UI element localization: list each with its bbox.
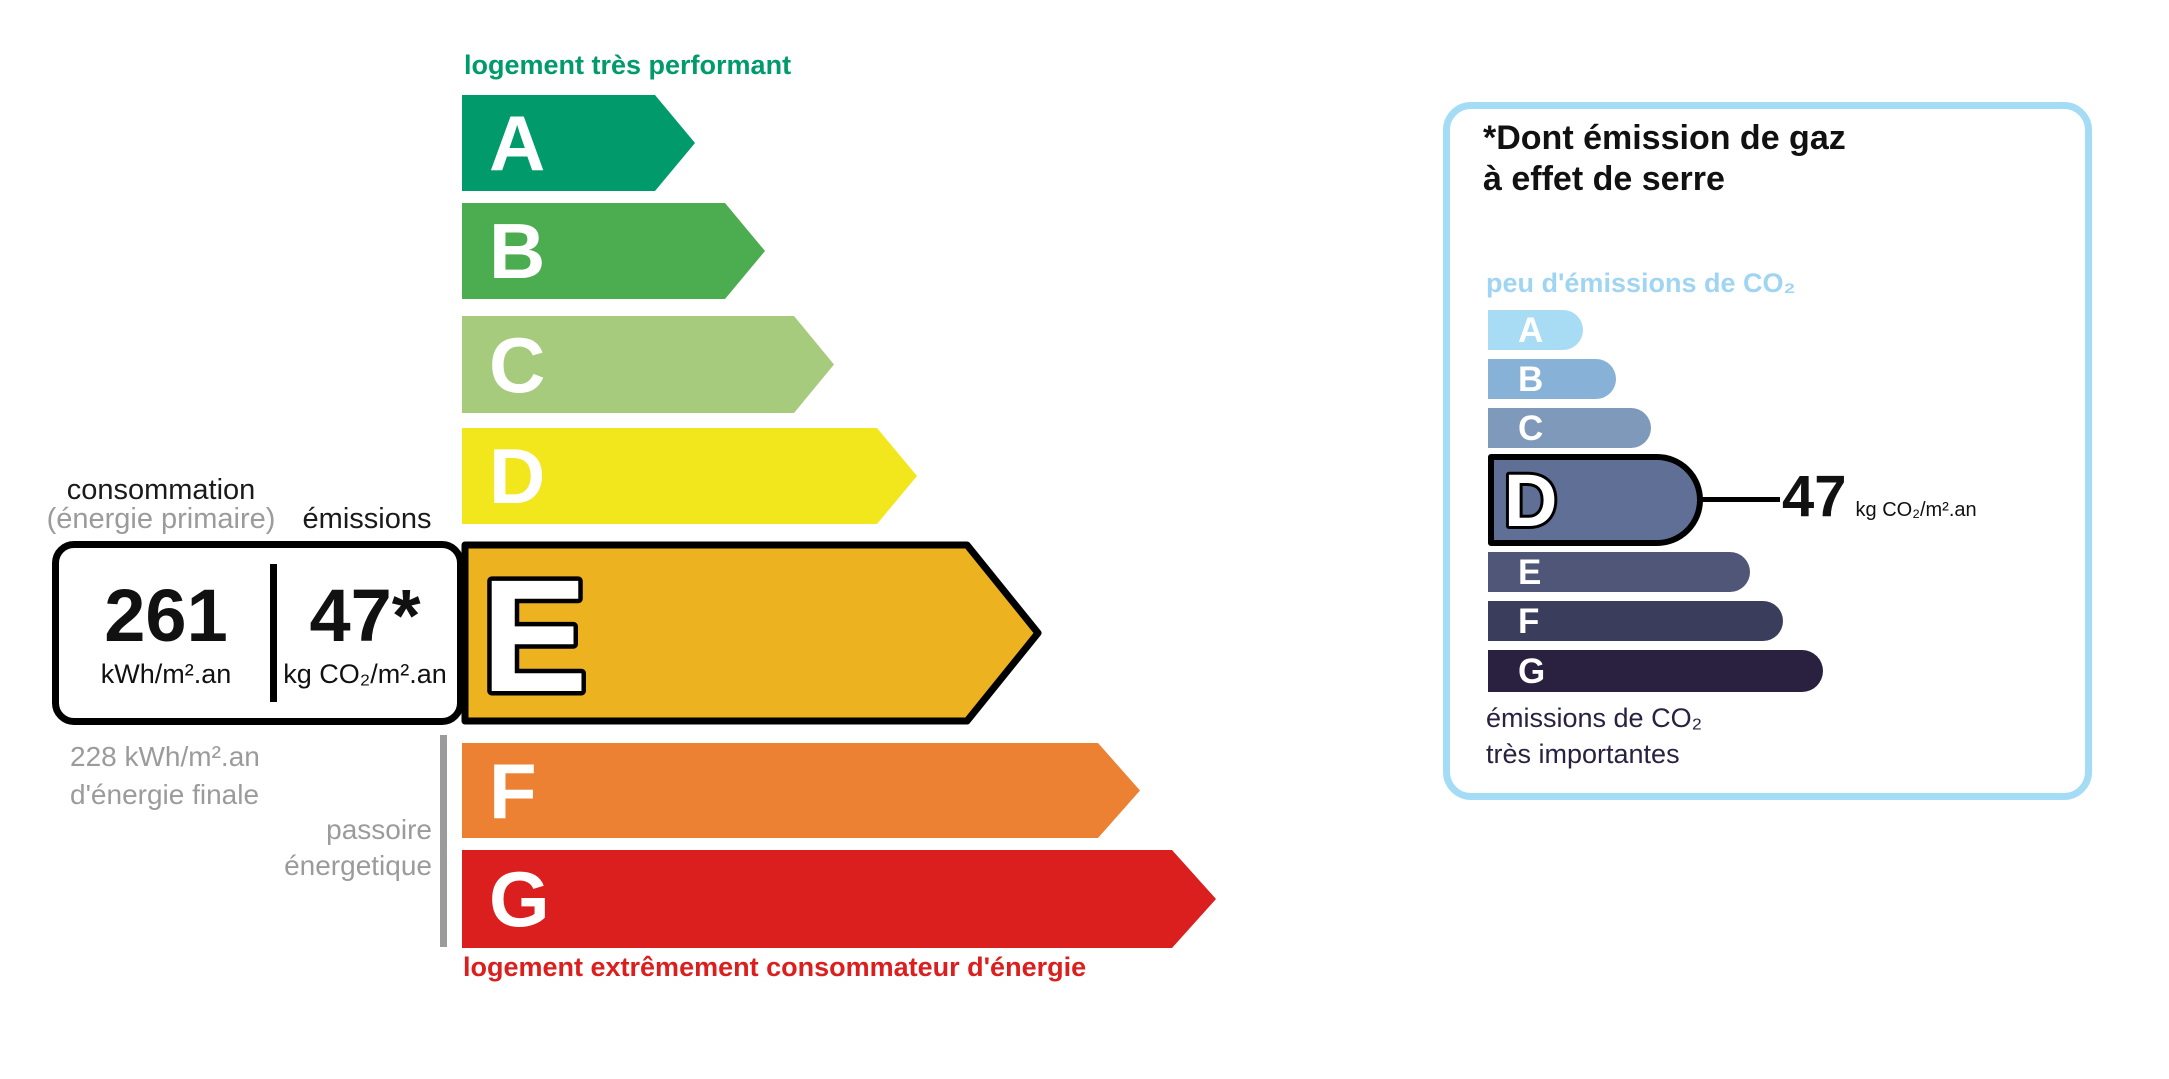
box-divider [270,564,277,702]
co2-grade-e-bar: E [1488,552,1750,592]
energy-grade-e-letter: E [481,546,588,725]
energy-sieve-note: passoire énergetique [180,812,432,885]
energy-grade-c-arrow: C [462,316,834,413]
co2-value-connector-line [1700,497,1780,502]
final-energy-line1: 228 kWh/m².an [70,741,260,772]
co2-high-emissions-line2: très importantes [1486,739,1680,770]
co2-grade-f-letter: F [1518,601,1540,641]
energy-grade-b-letter: B [489,207,546,295]
consumption-label: consommation [66,474,256,506]
final-energy-note: 228 kWh/m².an d'énergie finale [70,738,260,814]
co2-grade-a-letter: A [1518,310,1544,350]
co2-grade-d-bar-current: D [1488,454,1703,546]
co2-panel-title: *Dont émission de gaz à effet de serre [1483,118,1846,200]
co2-high-emissions-line1: émissions de CO₂ [1486,703,1703,733]
co2-grade-b-letter: B [1518,359,1544,399]
energy-grade-f-arrow: F [462,743,1140,838]
bottom-worst-label: logement extrêmement consommateur d'éner… [463,952,1087,982]
rating-value-box: 261 kWh/m².an 47* kg CO₂/m².an [52,541,464,725]
energy-grade-g-arrow: G [462,850,1216,948]
energy-sieve-line1: passoire [326,814,432,845]
energy-sieve-line2: énergetique [284,850,432,882]
energy-grade-d-letter: D [489,432,546,520]
top-performance-label: logement très performant [464,50,792,80]
co2-value: 47 [1782,464,1847,529]
co2-panel [1443,102,2092,800]
co2-grade-g-letter: G [1518,651,1546,691]
co2-high-emissions-label: émissions de CO₂ très importantes [1486,700,1702,773]
co2-grade-c-bar: C [1488,408,1651,448]
co2-grade-c-letter: C [1518,408,1544,448]
energy-grade-a-letter: A [489,99,546,187]
co2-value-unit: kg CO₂/m².an [1855,499,1977,521]
emissions-value: 47* [309,573,421,657]
consumption-cell: 261 kWh/m².an [59,548,273,718]
emissions-unit: kg CO₂/m².an [283,658,447,689]
co2-grade-a-bar: A [1488,310,1583,350]
co2-panel-title-line2: à effet de serre [1483,159,1725,198]
energy-grade-d-arrow: D [462,428,917,524]
co2-grade-g-bar: G [1488,650,1823,692]
co2-grade-f-bar: F [1488,601,1783,641]
primary-energy-sublabel: (énergie primaire) [46,503,276,535]
energy-grade-f-letter: F [489,746,537,835]
consumption-value: 261 [104,573,228,657]
co2-grade-e-letter: E [1518,552,1542,592]
co2-grade-b-bar: B [1488,359,1616,399]
co2-value-row: 47 kg CO₂/m².an [1782,468,1977,526]
energy-grade-g-letter: G [489,855,550,943]
emissions-label: émissions [302,503,432,535]
energy-sieve-rule [440,735,447,947]
co2-low-emissions-label: peu d'émissions de CO₂ [1486,268,1796,298]
co2-panel-title-line1: *Dont émission de gaz [1483,119,1846,157]
co2-grade-d-letter: D [1504,459,1557,542]
consumption-unit: kWh/m².an [100,658,232,689]
energy-grade-c-letter: C [489,320,546,409]
energy-grade-b-arrow: B [462,203,765,299]
final-energy-line2: d'énergie finale [70,778,260,810]
energy-grade-a-arrow: A [462,95,695,191]
energy-grade-e-arrow-current: E [461,541,1042,725]
co2-grade-d-shape [1488,454,1703,546]
energy-grade-e-arrow-shape [461,541,1042,725]
emissions-cell: 47* kg CO₂/m².an [273,548,457,718]
